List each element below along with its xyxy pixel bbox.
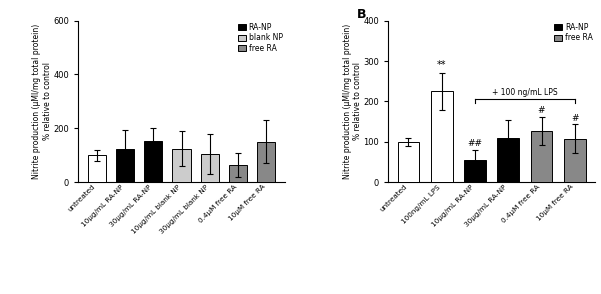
Y-axis label: Nitrite production (μMl/mg total protein)
% relative to control: Nitrite production (μMl/mg total protein… xyxy=(32,24,52,179)
Y-axis label: Nitrite production (μMl/mg total protein)
% relative to control: Nitrite production (μMl/mg total protein… xyxy=(343,24,362,179)
Text: #: # xyxy=(538,106,545,115)
Text: B: B xyxy=(357,8,367,21)
Bar xyxy=(201,154,219,182)
Bar xyxy=(431,91,453,182)
Legend: RA-NP, free RA: RA-NP, free RA xyxy=(554,22,593,43)
Bar xyxy=(257,142,275,182)
Bar xyxy=(172,148,191,182)
Bar xyxy=(564,138,585,182)
Text: #: # xyxy=(571,114,579,123)
Bar xyxy=(229,165,247,182)
Bar xyxy=(144,141,162,182)
Bar xyxy=(88,155,106,182)
Text: **: ** xyxy=(437,60,447,70)
Bar xyxy=(398,142,419,182)
Bar xyxy=(464,160,486,182)
Text: + 100 ng/mL LPS: + 100 ng/mL LPS xyxy=(492,88,558,97)
Text: ##: ## xyxy=(468,139,483,148)
Legend: RA-NP, blank NP, free RA: RA-NP, blank NP, free RA xyxy=(237,22,283,54)
Bar xyxy=(116,148,134,182)
Bar xyxy=(498,138,519,182)
Bar xyxy=(531,131,552,182)
